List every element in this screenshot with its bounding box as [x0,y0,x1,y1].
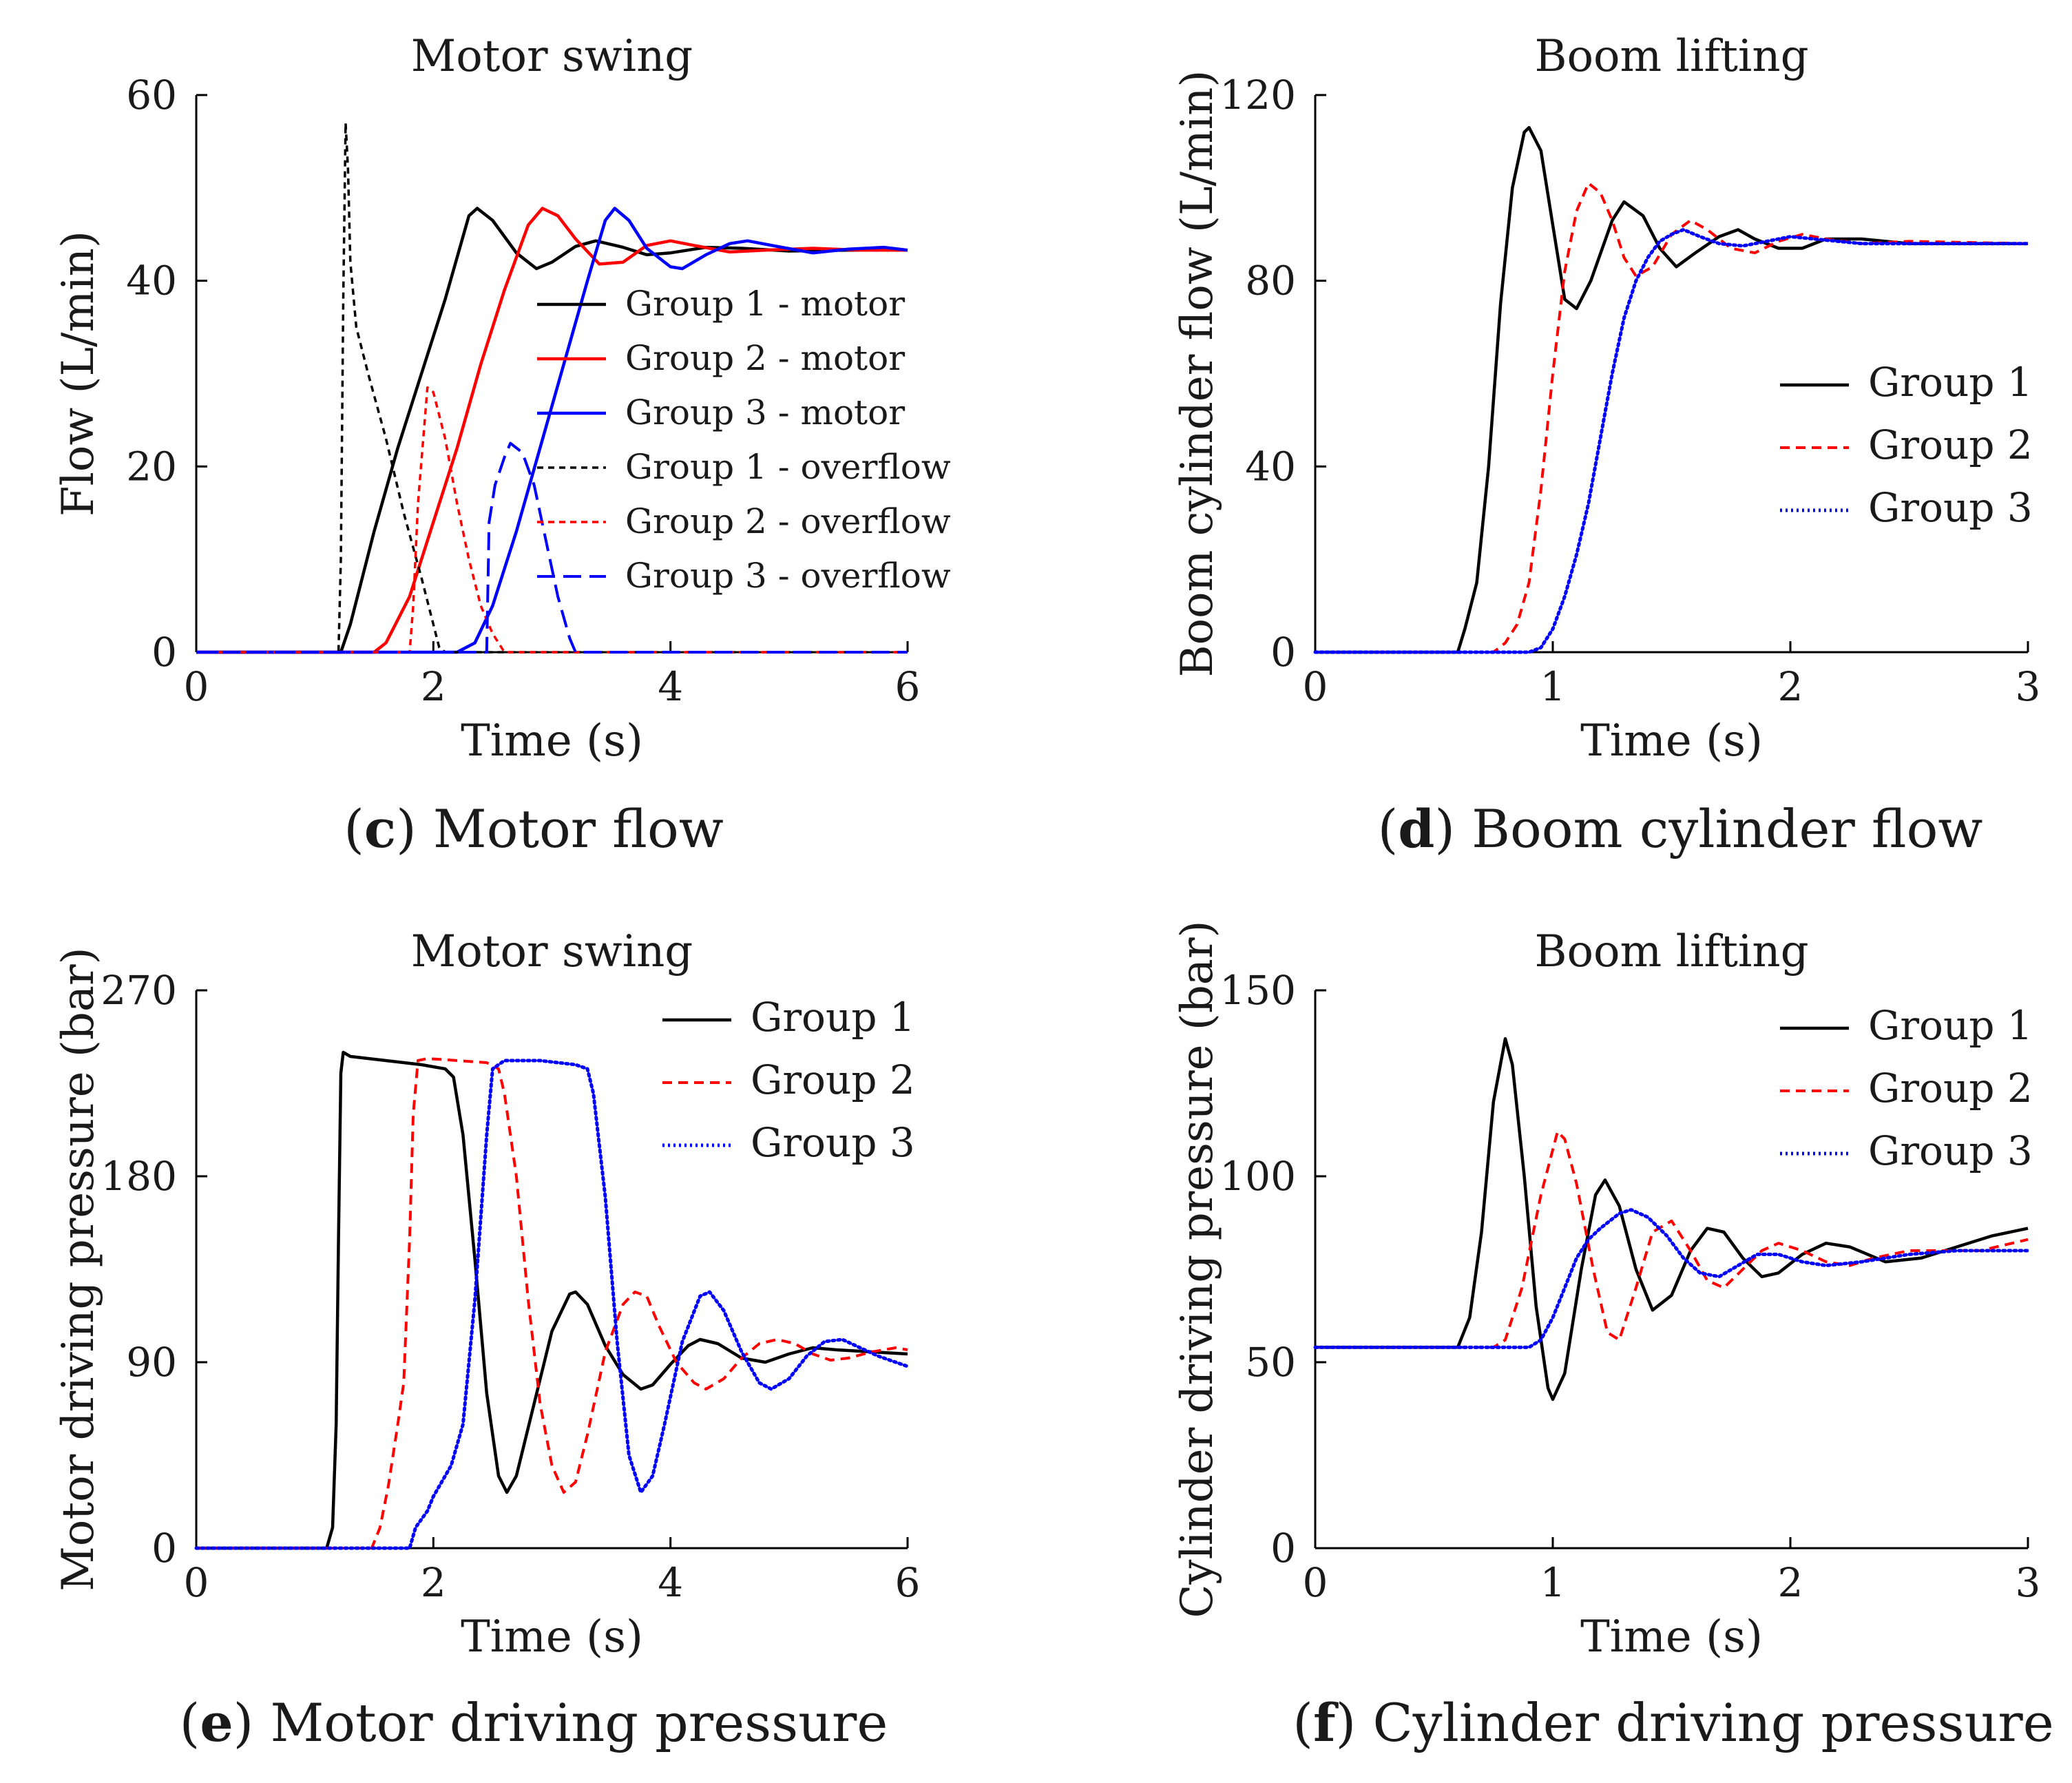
y-tick-label: 80 [1245,258,1296,304]
x-axis-label: Time (s) [461,1612,643,1662]
legend-label: Group 2 - motor [625,338,905,378]
caption-letter: d [1398,798,1434,859]
chart-panel-d: Boom lifting 0 1 2 3 0 40 80 120 Time (s) Boom cyl… [1172,31,2040,859]
x-tick-label: 0 [1303,1559,1328,1606]
chart-title: Boom lifting [1534,31,1808,82]
series-line-group-1 [196,1050,908,1550]
x-tick-label: 2 [1778,1559,1803,1606]
x-tick-label: 1 [1540,663,1566,710]
series-line-group-2 [1315,1130,2029,1349]
legend-label: Group 3 [1868,484,2033,531]
series-line-group-2 [196,1057,908,1550]
panel-caption: (c) Motor flow [344,798,724,859]
series-line-group-3-overflow [196,441,908,654]
x-tick-label: 4 [658,663,683,710]
x-tick-label: 2 [1778,663,1803,710]
legend-label: Group 3 - overflow [625,556,951,596]
legend-label: Group 3 [751,1119,915,1166]
legend-label: Group 1 - motor [625,284,905,324]
legend-label: Group 1 [751,994,915,1041]
caption-letter: f [1313,1692,1339,1753]
y-tick-label: 40 [126,258,177,304]
series-line-group-3-motor [196,207,908,654]
x-tick-label: 3 [2016,663,2041,710]
x-tick-label: 0 [184,663,209,710]
y-tick-label: 20 [126,443,177,490]
series-line-group-2-motor [196,207,908,654]
y-tick-label: 0 [1270,629,1296,676]
legend-label: Group 3 [1868,1127,2033,1174]
y-tick-label: 90 [126,1339,177,1386]
chart-panel-f: Boom lifting 0 1 2 3 0 50 100 150 Time (s) Cylinde… [1172,920,2054,1753]
series-line-group-3 [194,1059,910,1550]
y-axis-label: Boom cylinder flow (L/min) [1172,70,1223,678]
series-line-group-2-overflow [196,386,908,654]
x-tick-label: 2 [421,1559,446,1606]
panel-caption: (f) Cylinder driving pressure [1293,1692,2053,1753]
x-tick-label: 4 [658,1559,683,1606]
legend-label: Group 1 [1868,359,2033,406]
chart-title: Boom lifting [1534,926,1808,977]
series-line-group-1 [1315,1036,2029,1401]
panel-caption: (d) Boom cylinder flow [1378,798,1983,859]
x-axis-label: Time (s) [1580,716,1763,767]
chart-panel-e: Motor swing 0 2 4 6 0 90 180 270 Time (s) Motor dr… [53,926,920,1753]
caption-text: ) Boom cylinder flow [1434,798,1982,859]
x-tick-label: 0 [1303,663,1328,710]
legend-label: Group 2 [1868,421,2033,468]
y-axis-label: Cylinder driving pressure (bar) [1172,920,1223,1618]
caption-text: ) Motor flow [396,798,724,859]
y-tick-label: 50 [1245,1339,1296,1386]
x-axis-label: Time (s) [1580,1612,1763,1662]
y-tick-label: 0 [151,629,177,676]
x-tick-label: 0 [184,1559,209,1606]
panel-caption: (e) Motor driving pressure [180,1692,888,1753]
x-axis-label: Time (s) [461,716,643,767]
series-line-group-2 [1315,182,2029,654]
y-tick-label: 180 [101,1153,177,1200]
y-tick-label: 100 [1220,1153,1296,1200]
legend-label: Group 2 [751,1056,915,1103]
series-line-group-3 [1313,228,2030,654]
legend-label: Group 1 [1868,1002,2033,1049]
y-axis-label: Flow (L/min) [53,231,104,517]
x-tick-label: 6 [895,663,921,710]
legend-label: Group 2 - overflow [625,501,951,541]
caption-text: ) Motor driving pressure [233,1692,888,1753]
series-line-group-1-overflow [196,121,908,654]
caption-text: ) Cylinder driving pressure [1336,1692,2054,1753]
legend-label: Group 1 - overflow [625,447,951,487]
y-tick-label: 270 [101,967,177,1014]
x-tick-label: 3 [2016,1559,2041,1606]
caption-letter: e [200,1692,233,1753]
y-tick-label: 0 [151,1525,177,1572]
y-tick-label: 0 [1270,1525,1296,1572]
chart-title: Motor swing [411,926,693,977]
series-line-group-3 [1313,1208,2030,1349]
x-tick-label: 2 [421,663,446,710]
legend-label: Group 2 [1868,1065,2033,1112]
y-tick-label: 40 [1245,443,1296,490]
chart-title: Motor swing [411,31,693,82]
y-tick-label: 120 [1220,72,1296,118]
caption-letter: c [364,798,396,859]
legend-label: Group 3 - motor [625,393,905,432]
y-tick-label: 60 [126,72,177,118]
series-line-group-1 [1315,125,2028,654]
x-tick-label: 6 [895,1559,921,1606]
x-tick-label: 1 [1540,1559,1566,1606]
y-tick-label: 150 [1220,967,1296,1014]
y-axis-label: Motor driving pressure (bar) [53,947,104,1591]
